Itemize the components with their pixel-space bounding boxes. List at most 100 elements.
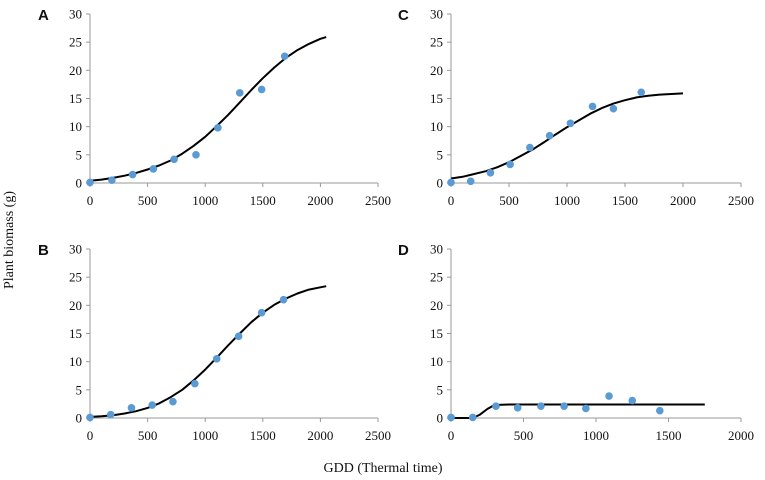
y-tick-label: 30 [430, 242, 443, 257]
data-point [192, 151, 200, 159]
fit-curve [89, 285, 327, 418]
y-axis-title: Plant biomass (g) [2, 191, 17, 289]
data-point [106, 410, 115, 419]
data-point [506, 160, 514, 169]
x-tick-label: 2000 [307, 428, 333, 443]
y-tick-label: 10 [430, 354, 443, 369]
y-tick-label: 15 [430, 91, 443, 106]
data-point [447, 413, 455, 422]
y-tick-label: 15 [69, 91, 82, 106]
y-tick-label: 20 [69, 298, 82, 313]
y-tick-label: 25 [430, 35, 443, 50]
data-point [279, 295, 288, 304]
data-point [257, 308, 266, 317]
panel-b: B 0 5 10 15 20 25 30 0 500 1000 1500 2000 2500 [38, 242, 391, 444]
x-tick-label: 1500 [250, 193, 276, 208]
x-tick-label: 0 [87, 193, 94, 208]
x-tick-label: 1000 [192, 193, 218, 208]
x-tick-label: 1500 [250, 428, 276, 443]
data-point [628, 396, 637, 405]
data-point [149, 165, 158, 173]
data-point [468, 413, 477, 422]
y-tick-label: 30 [430, 7, 443, 22]
y-tick-label: 5 [76, 147, 83, 162]
data-point [191, 379, 199, 388]
x-tick-label: 2500 [728, 193, 754, 208]
fit-curve [450, 92, 684, 180]
panel-letter: A [38, 7, 49, 24]
panel-c: C 0 5 10 15 20 25 30 0 500 1000 1500 2000 2500 [398, 7, 754, 209]
x-tick-label: 1000 [554, 193, 580, 208]
data-point [235, 89, 244, 97]
x-tick-label: 2000 [670, 193, 696, 208]
data-point [127, 404, 136, 412]
y-tick-label: 10 [69, 119, 82, 134]
y-tick-label: 15 [69, 326, 82, 341]
data-point [486, 169, 495, 177]
fit-curve [89, 36, 327, 182]
x-tick-label: 2000 [307, 193, 333, 208]
y-tick-label: 30 [69, 242, 82, 257]
data-point [537, 402, 545, 410]
y-tick-label: 0 [76, 411, 83, 426]
data-point [605, 392, 613, 400]
y-tick-label: 10 [69, 354, 82, 369]
data-point [656, 406, 664, 415]
x-tick-label: 2500 [365, 428, 391, 443]
x-tick-label: 0 [87, 428, 94, 443]
fit-curve [451, 403, 705, 419]
y-tick-label: 10 [430, 119, 443, 134]
panel-d: D 0 5 10 15 20 25 30 0 500 1000 1500 2000 [398, 242, 754, 444]
x-tick-label: 2500 [365, 193, 391, 208]
data-point [257, 85, 266, 94]
data-point [169, 397, 177, 406]
data-point [492, 402, 500, 410]
data-point [212, 355, 221, 363]
panel-letter: D [398, 242, 409, 259]
data-point [280, 52, 289, 61]
data-point [170, 155, 178, 164]
x-tick-label: 1500 [612, 193, 638, 208]
y-tick-label: 5 [437, 147, 444, 162]
panel-letter: B [38, 242, 49, 259]
x-axis-title: GDD (Thermal time) [324, 461, 443, 476]
x-tick-label: 500 [138, 193, 158, 208]
data-point [513, 404, 522, 412]
data-point [588, 102, 597, 111]
y-tick-label: 0 [437, 411, 444, 426]
x-tick-label: 0 [448, 193, 455, 208]
panel-a: A 0 5 10 15 20 25 30 0 500 1000 1500 2000 2500 [38, 7, 391, 209]
y-tick-label: 30 [69, 7, 82, 22]
y-tick-label: 20 [430, 298, 443, 313]
data-point [526, 143, 534, 152]
data-point [566, 119, 575, 128]
data-point [148, 401, 157, 409]
data-point [582, 404, 590, 413]
data-point [609, 104, 618, 113]
y-tick-label: 25 [69, 270, 82, 285]
data-point [86, 413, 94, 422]
x-tick-label: 500 [514, 428, 534, 443]
y-tick-label: 5 [76, 382, 83, 397]
x-tick-label: 0 [448, 428, 455, 443]
data-point [214, 123, 222, 132]
x-tick-label: 1000 [583, 428, 609, 443]
x-tick-label: 2000 [728, 428, 754, 443]
data-point [545, 131, 554, 140]
data-point [128, 170, 137, 179]
x-tick-label: 1500 [656, 428, 682, 443]
x-tick-label: 500 [138, 428, 158, 443]
panel-letter: C [398, 7, 409, 24]
y-tick-label: 25 [69, 35, 82, 50]
data-point [466, 177, 475, 186]
data-point [560, 402, 568, 410]
y-tick-label: 0 [76, 176, 83, 191]
y-tick-label: 0 [437, 176, 444, 191]
data-point [637, 88, 646, 97]
x-tick-label: 500 [499, 193, 519, 208]
y-tick-label: 25 [430, 270, 443, 285]
data-point [447, 178, 455, 187]
data-point [234, 332, 243, 341]
